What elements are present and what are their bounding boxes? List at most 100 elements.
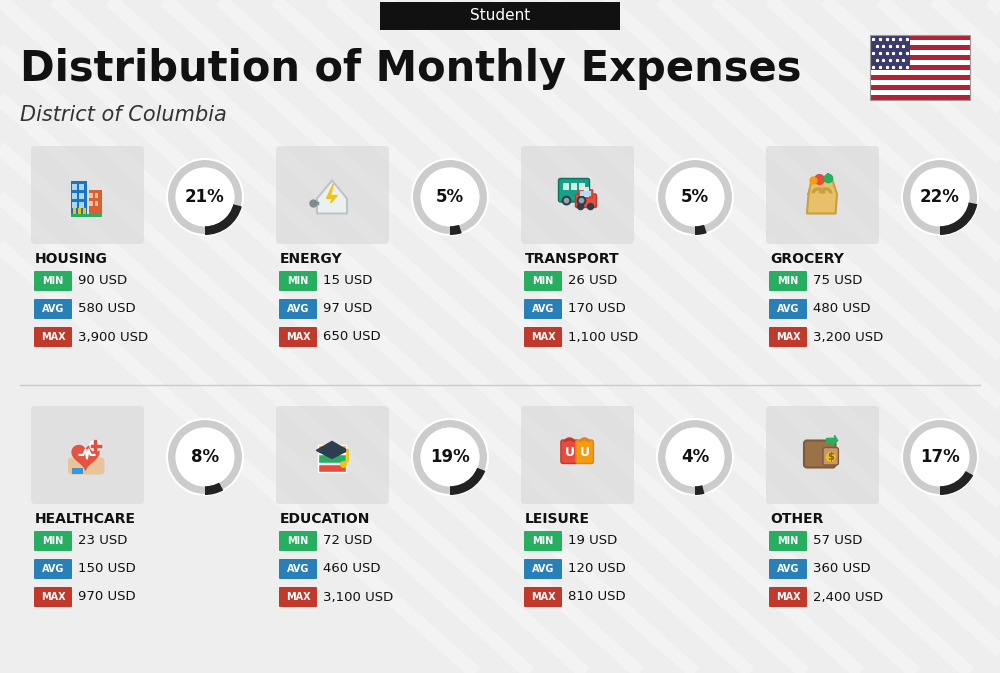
Text: Distribution of Monthly Expenses: Distribution of Monthly Expenses (20, 48, 802, 90)
FancyBboxPatch shape (95, 201, 98, 207)
Text: MIN: MIN (42, 536, 64, 546)
Text: U: U (564, 446, 574, 459)
Polygon shape (317, 180, 347, 213)
Text: 360 USD: 360 USD (813, 563, 871, 575)
Text: MAX: MAX (41, 592, 65, 602)
FancyBboxPatch shape (31, 146, 144, 244)
Text: GROCERY: GROCERY (770, 252, 844, 266)
Text: MAX: MAX (776, 592, 800, 602)
Text: AVG: AVG (532, 304, 554, 314)
Wedge shape (205, 204, 242, 235)
Text: Student: Student (470, 9, 530, 24)
FancyBboxPatch shape (279, 587, 317, 607)
FancyBboxPatch shape (83, 207, 86, 214)
Text: 5%: 5% (436, 188, 464, 206)
Circle shape (912, 168, 968, 225)
Text: HEALTHCARE: HEALTHCARE (35, 512, 136, 526)
FancyBboxPatch shape (870, 35, 910, 70)
FancyBboxPatch shape (34, 299, 72, 319)
Circle shape (176, 429, 234, 485)
FancyBboxPatch shape (870, 80, 970, 85)
Circle shape (90, 440, 101, 451)
Circle shape (577, 197, 586, 205)
Text: 650 USD: 650 USD (323, 330, 381, 343)
FancyBboxPatch shape (521, 406, 634, 504)
FancyBboxPatch shape (561, 440, 578, 464)
Circle shape (422, 168, 479, 225)
Text: $: $ (827, 452, 834, 462)
Text: 22%: 22% (920, 188, 960, 206)
Wedge shape (695, 224, 707, 235)
Text: MAX: MAX (531, 592, 555, 602)
FancyBboxPatch shape (73, 207, 76, 214)
Text: MAX: MAX (531, 332, 555, 342)
Wedge shape (657, 419, 733, 495)
Text: ENERGY: ENERGY (280, 252, 343, 266)
Text: AVG: AVG (777, 304, 799, 314)
FancyBboxPatch shape (578, 189, 593, 198)
FancyBboxPatch shape (558, 178, 590, 202)
FancyBboxPatch shape (279, 327, 317, 347)
FancyBboxPatch shape (870, 95, 970, 100)
Text: 150 USD: 150 USD (78, 563, 136, 575)
Text: 19%: 19% (430, 448, 470, 466)
FancyBboxPatch shape (823, 448, 838, 465)
FancyBboxPatch shape (769, 271, 807, 291)
Polygon shape (807, 180, 837, 213)
FancyBboxPatch shape (72, 192, 77, 199)
FancyBboxPatch shape (276, 406, 389, 504)
Text: 580 USD: 580 USD (78, 302, 136, 316)
Wedge shape (902, 159, 978, 235)
FancyBboxPatch shape (579, 182, 585, 190)
Polygon shape (826, 435, 838, 446)
Wedge shape (695, 485, 704, 495)
Text: HOUSING: HOUSING (35, 252, 108, 266)
Wedge shape (450, 224, 462, 235)
Wedge shape (205, 482, 223, 495)
Text: 480 USD: 480 USD (813, 302, 870, 316)
FancyBboxPatch shape (524, 299, 562, 319)
FancyBboxPatch shape (318, 464, 346, 472)
Text: 19 USD: 19 USD (568, 534, 617, 548)
FancyBboxPatch shape (576, 440, 593, 464)
FancyBboxPatch shape (576, 194, 596, 207)
Text: District of Columbia: District of Columbia (20, 105, 227, 125)
FancyBboxPatch shape (34, 587, 72, 607)
FancyBboxPatch shape (521, 146, 634, 244)
Text: AVG: AVG (42, 564, 64, 574)
Wedge shape (450, 468, 485, 495)
FancyBboxPatch shape (870, 60, 970, 65)
FancyBboxPatch shape (870, 65, 970, 70)
FancyBboxPatch shape (524, 327, 562, 347)
FancyBboxPatch shape (72, 201, 77, 207)
FancyBboxPatch shape (580, 191, 591, 197)
Text: AVG: AVG (532, 564, 554, 574)
Text: 17%: 17% (920, 448, 960, 466)
Text: MIN: MIN (287, 536, 309, 546)
FancyBboxPatch shape (78, 207, 81, 214)
FancyBboxPatch shape (279, 299, 317, 319)
Text: 21%: 21% (185, 188, 225, 206)
Text: 57 USD: 57 USD (813, 534, 862, 548)
Text: 170 USD: 170 USD (568, 302, 626, 316)
Polygon shape (327, 184, 337, 203)
FancyBboxPatch shape (804, 441, 836, 468)
Text: 970 USD: 970 USD (78, 590, 136, 604)
FancyBboxPatch shape (276, 146, 389, 244)
Wedge shape (940, 470, 973, 495)
Circle shape (176, 168, 234, 225)
Text: AVG: AVG (42, 304, 64, 314)
Wedge shape (412, 419, 488, 495)
FancyBboxPatch shape (380, 2, 620, 30)
Circle shape (666, 168, 724, 225)
FancyBboxPatch shape (524, 587, 562, 607)
FancyBboxPatch shape (89, 192, 93, 198)
Text: 1,100 USD: 1,100 USD (568, 330, 638, 343)
Polygon shape (72, 446, 99, 470)
Text: AVG: AVG (287, 304, 309, 314)
Text: 810 USD: 810 USD (568, 590, 626, 604)
Wedge shape (940, 203, 977, 235)
Text: 3,900 USD: 3,900 USD (78, 330, 148, 343)
FancyBboxPatch shape (769, 299, 807, 319)
FancyBboxPatch shape (31, 406, 144, 504)
